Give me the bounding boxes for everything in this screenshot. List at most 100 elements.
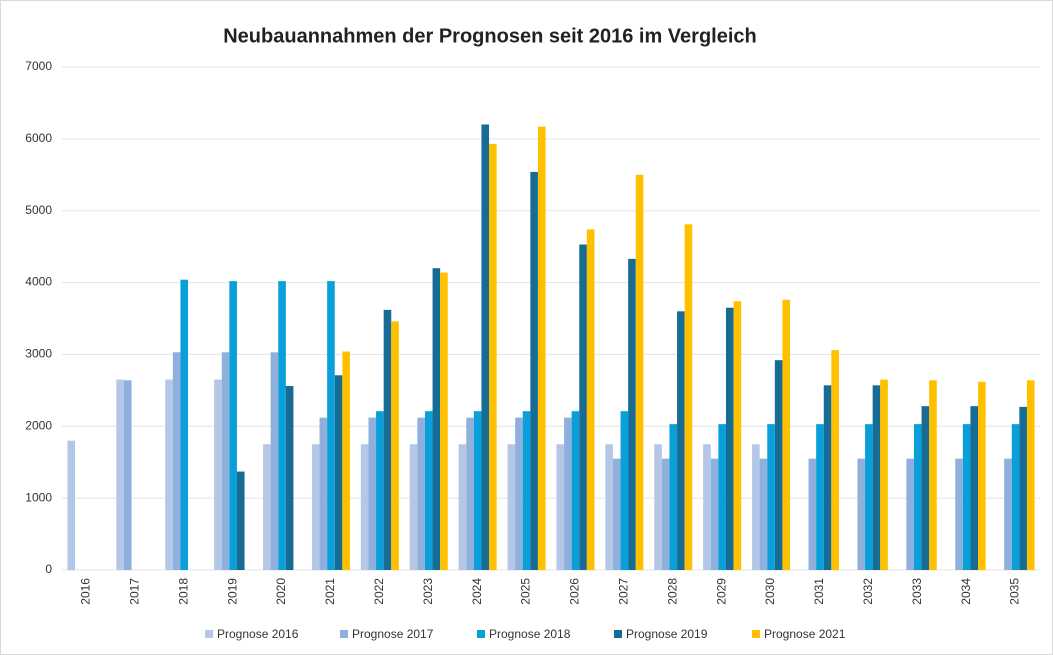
bar [782, 299, 791, 570]
x-tick-label: 2034 [959, 578, 973, 605]
bar [507, 444, 516, 570]
bar [278, 281, 286, 570]
bar [327, 281, 335, 570]
bar [424, 411, 433, 570]
bar [1004, 458, 1012, 570]
bar [515, 417, 523, 570]
bar [466, 417, 474, 570]
bar [718, 424, 726, 570]
bar [978, 381, 986, 570]
x-tick-label: 2021 [323, 578, 337, 605]
bar [774, 360, 783, 570]
bar [383, 309, 392, 570]
bar [1011, 424, 1020, 570]
legend-swatch [477, 630, 485, 638]
bar [236, 471, 245, 570]
bar [409, 444, 418, 570]
bar [654, 444, 662, 570]
bar [489, 143, 497, 570]
bar [710, 458, 719, 570]
y-tick-label: 6000 [25, 131, 52, 145]
legend-swatch [752, 630, 760, 638]
x-tick-label: 2032 [861, 578, 875, 605]
bar [586, 229, 595, 570]
x-tick-label: 2023 [421, 578, 435, 605]
x-tick-label: 2033 [910, 578, 924, 605]
bar [921, 406, 930, 570]
x-tick-label: 2035 [1008, 578, 1022, 605]
bar [906, 458, 914, 570]
legend-label: Prognose 2017 [352, 627, 434, 641]
bar [270, 352, 279, 570]
bar [767, 424, 775, 570]
bar [823, 385, 832, 570]
bar [229, 281, 237, 570]
legend-swatch [205, 630, 213, 638]
bar [669, 424, 678, 570]
bar [880, 379, 888, 570]
bar [831, 350, 839, 570]
y-tick-label: 3000 [25, 347, 52, 361]
bar [605, 444, 613, 570]
bar [1026, 380, 1035, 570]
bar [661, 458, 670, 570]
bar [684, 224, 693, 571]
legend-label: Prognose 2021 [764, 627, 846, 641]
bar [913, 424, 922, 570]
y-tick-label: 7000 [25, 59, 52, 73]
bar [180, 279, 189, 570]
bar [970, 406, 979, 570]
bar [432, 268, 441, 570]
chart-title: Neubauannahmen der Prognosen seit 2016 i… [223, 25, 757, 47]
bar [391, 321, 399, 570]
bar [172, 352, 181, 570]
legend-label: Prognose 2019 [626, 627, 708, 641]
bar [473, 411, 482, 570]
bar [116, 379, 124, 570]
bar [759, 458, 768, 570]
x-tick-label: 2022 [372, 578, 386, 605]
bar [816, 424, 824, 570]
x-tick-label: 2026 [568, 578, 582, 605]
bar [481, 124, 490, 570]
bar [752, 444, 760, 570]
legend-swatch [340, 630, 348, 638]
bar [458, 444, 467, 570]
x-tick-label: 2020 [274, 578, 288, 605]
x-tick-label: 2017 [128, 578, 142, 605]
x-tick-label: 2028 [665, 578, 679, 605]
y-tick-label: 1000 [25, 490, 52, 504]
y-tick-label: 5000 [25, 203, 52, 217]
x-tick-label: 2027 [617, 578, 631, 605]
legend-label: Prognose 2016 [217, 627, 299, 641]
y-tick-label: 4000 [25, 275, 52, 289]
bar [537, 126, 546, 571]
bar [733, 301, 742, 570]
bar [285, 386, 294, 570]
bar [319, 417, 328, 570]
legend-swatch [614, 630, 622, 638]
bar [123, 380, 132, 570]
x-tick-label: 2019 [225, 578, 239, 605]
bar [1019, 406, 1027, 570]
bar [865, 424, 873, 570]
bar [440, 272, 448, 570]
bar [564, 417, 572, 570]
bar [962, 424, 971, 570]
bar [67, 440, 76, 570]
bar [530, 171, 538, 570]
bar [703, 444, 711, 570]
bar [808, 458, 817, 570]
x-tick-label: 2025 [519, 578, 533, 605]
bar [263, 444, 271, 570]
bar [620, 411, 629, 570]
bar [165, 379, 173, 570]
bar [417, 417, 425, 570]
bar [221, 352, 230, 570]
x-tick-label: 2029 [714, 578, 728, 605]
y-tick-label: 0 [45, 562, 52, 576]
bar [376, 411, 384, 570]
bar [334, 375, 343, 570]
bar [929, 380, 937, 570]
